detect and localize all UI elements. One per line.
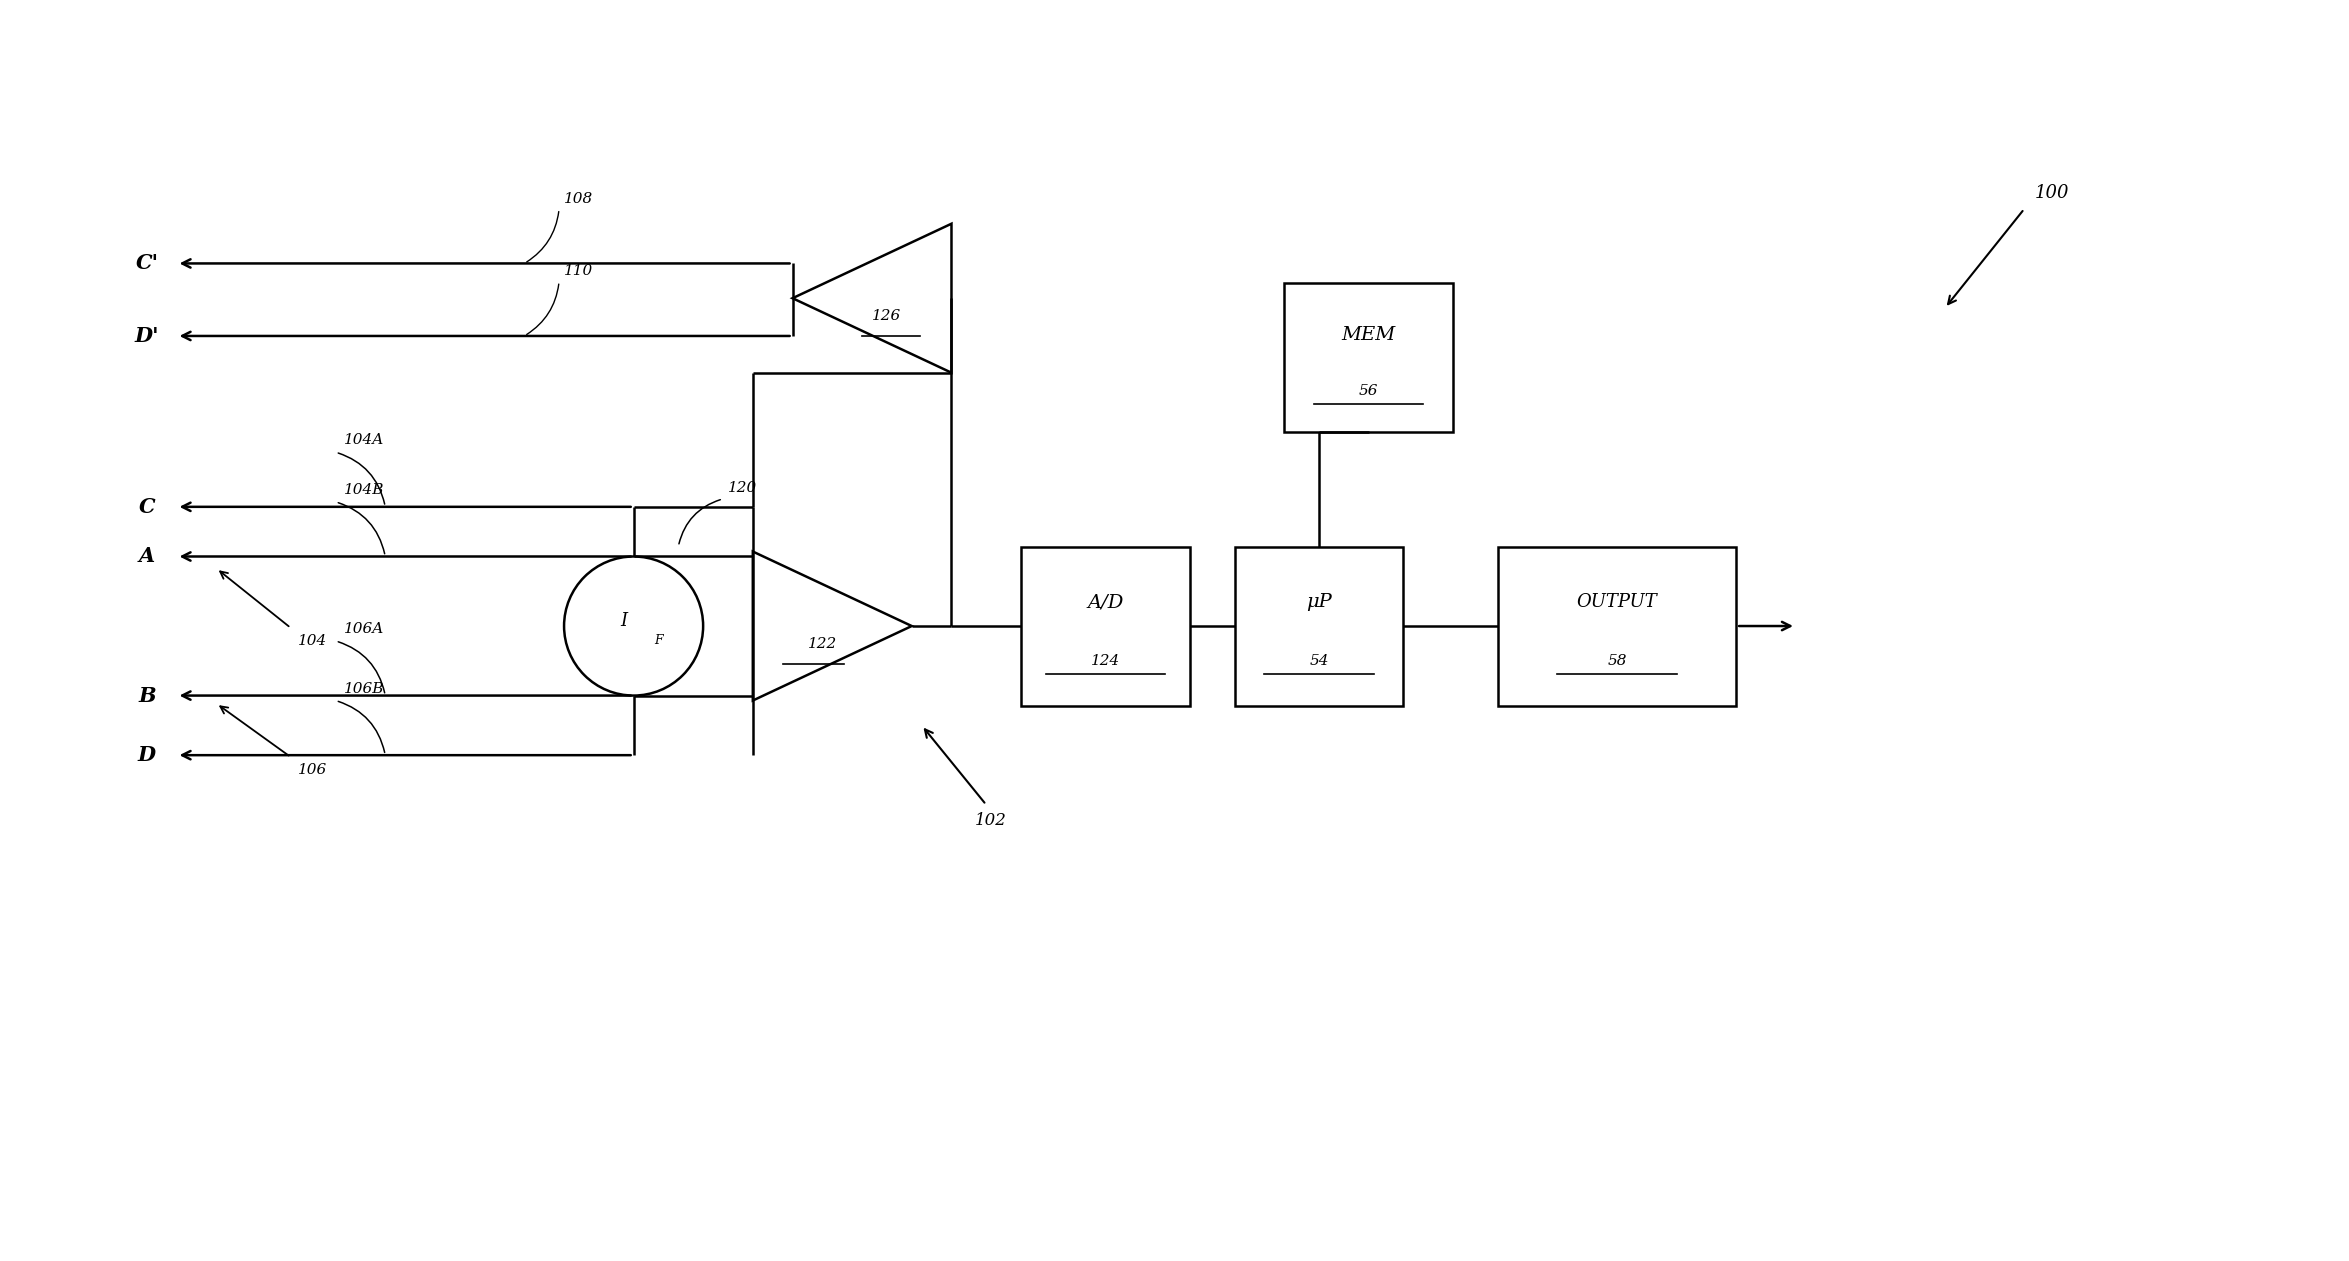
Text: 102: 102: [975, 812, 1008, 828]
Text: 104B: 104B: [343, 483, 383, 497]
Text: MEM: MEM: [1341, 327, 1395, 344]
Text: 106B: 106B: [343, 681, 383, 696]
Bar: [1022, 546, 1191, 705]
Text: 104A: 104A: [343, 434, 383, 448]
Text: F: F: [653, 634, 662, 647]
Text: 110: 110: [564, 265, 594, 279]
Bar: [1285, 284, 1454, 433]
Text: D': D': [134, 325, 160, 346]
Text: 124: 124: [1090, 654, 1120, 668]
Text: 54: 54: [1308, 654, 1330, 668]
Text: 58: 58: [1607, 654, 1628, 668]
Text: A/D: A/D: [1088, 593, 1123, 612]
Text: C': C': [136, 253, 157, 274]
Text: D: D: [139, 745, 155, 765]
Text: 126: 126: [871, 309, 902, 323]
Text: μP: μP: [1306, 593, 1332, 612]
Bar: [1236, 546, 1402, 705]
Text: OUTPUT: OUTPUT: [1576, 593, 1658, 612]
Text: C: C: [139, 497, 155, 517]
Text: 120: 120: [728, 480, 756, 494]
Text: 106: 106: [298, 763, 327, 777]
Bar: [1499, 546, 1736, 705]
Text: I: I: [620, 612, 627, 630]
Text: 56: 56: [1360, 383, 1379, 397]
Text: B: B: [139, 686, 155, 706]
Text: 122: 122: [808, 637, 836, 651]
Text: 106A: 106A: [343, 622, 383, 636]
Text: A: A: [139, 546, 155, 566]
Text: 100: 100: [2034, 184, 2069, 202]
Text: 108: 108: [564, 192, 594, 206]
Text: 104: 104: [298, 634, 327, 648]
